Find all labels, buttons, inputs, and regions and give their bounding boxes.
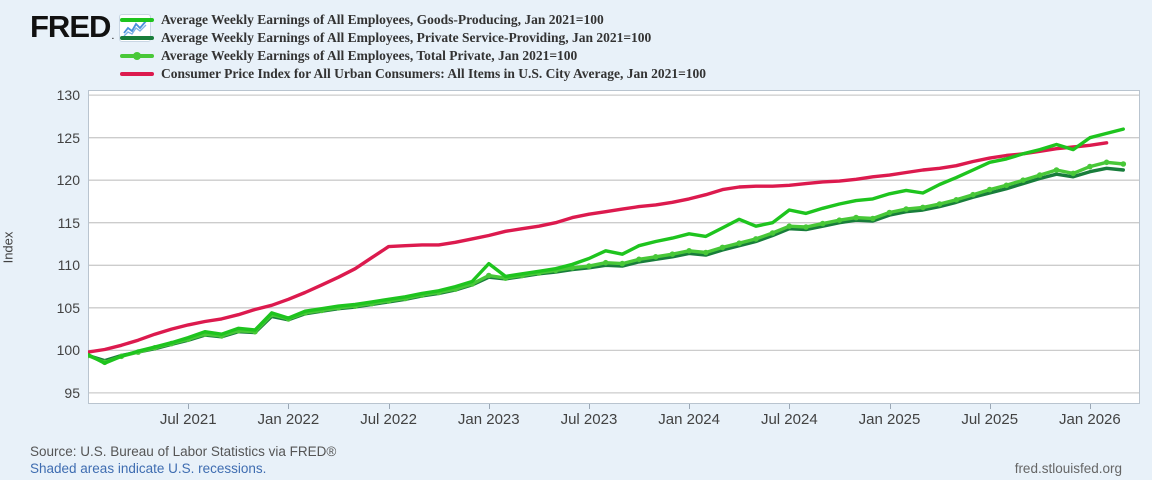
series-marker bbox=[819, 220, 826, 227]
series-marker bbox=[903, 206, 909, 212]
legend-label: Average Weekly Earnings of All Employees… bbox=[161, 30, 652, 45]
series-marker bbox=[1037, 172, 1043, 178]
y-tick-label-125: 125 bbox=[56, 129, 80, 146]
recession-note-link[interactable]: Shaded areas indicate U.S. recessions. bbox=[30, 461, 267, 476]
series-line-0[interactable] bbox=[88, 127, 1126, 365]
series-marker bbox=[636, 256, 642, 263]
series-marker bbox=[970, 191, 976, 198]
y-tick-label-115: 115 bbox=[57, 214, 80, 231]
series-marker bbox=[936, 201, 943, 207]
plot-area-background bbox=[88, 90, 1140, 404]
series-marker bbox=[870, 215, 876, 222]
y-tick-label-120: 120 bbox=[56, 172, 80, 189]
series-marker bbox=[703, 249, 709, 256]
x-tick-mark bbox=[789, 404, 791, 409]
y-tick-label-95: 95 bbox=[64, 384, 80, 401]
x-tick-label: Jul 2022 bbox=[360, 411, 417, 428]
legend-line-swatch bbox=[120, 18, 154, 22]
series-marker bbox=[986, 186, 993, 193]
x-tick-mark bbox=[1089, 404, 1091, 409]
series-marker bbox=[836, 217, 843, 223]
fred-logo-registered-mark: . bbox=[111, 30, 115, 42]
series-marker bbox=[586, 263, 592, 269]
legend-label: Average Weekly Earnings of All Employees… bbox=[161, 12, 604, 27]
series-marker bbox=[886, 209, 893, 216]
series-marker bbox=[853, 214, 859, 221]
x-tick-mark bbox=[188, 404, 190, 409]
series-marker bbox=[1087, 163, 1093, 170]
legend-item-cpi[interactable]: Consumer Price Index for All Urban Consu… bbox=[120, 65, 706, 83]
x-tick-mark bbox=[488, 404, 490, 409]
source-note: Source: U.S. Bureau of Labor Statistics … bbox=[30, 444, 337, 459]
series-marker bbox=[652, 254, 659, 260]
series-marker bbox=[953, 197, 960, 203]
legend-line-with-dot-swatch bbox=[120, 52, 154, 60]
series-marker bbox=[753, 236, 759, 242]
series-marker bbox=[602, 259, 609, 266]
y-tick-label-100: 100 bbox=[56, 342, 80, 359]
chart-canvas[interactable] bbox=[88, 90, 1140, 404]
x-tick-mark bbox=[288, 404, 290, 409]
series-marker bbox=[736, 240, 742, 246]
x-tick-label: Jul 2024 bbox=[760, 411, 818, 428]
y-tick-label-110: 110 bbox=[57, 257, 80, 274]
series-marker bbox=[1053, 167, 1060, 173]
series-marker bbox=[1120, 161, 1127, 167]
y-tick-label-130: 130 bbox=[56, 87, 80, 104]
legend-item-total-private[interactable]: Average Weekly Earnings of All Employees… bbox=[120, 47, 706, 65]
series-marker bbox=[1020, 177, 1026, 183]
legend-label: Consumer Price Index for All Urban Consu… bbox=[161, 66, 707, 81]
x-tick-label: Jan 2024 bbox=[658, 411, 720, 428]
x-tick-label: Jul 2021 bbox=[159, 411, 217, 428]
x-tick-mark bbox=[588, 404, 590, 409]
legend-label: Average Weekly Earnings of All Employees… bbox=[161, 48, 578, 63]
legend-item-private-service-providing[interactable]: Average Weekly Earnings of All Employees… bbox=[120, 29, 706, 47]
y-tick-label-105: 105 bbox=[56, 299, 80, 316]
x-tick-mark bbox=[889, 404, 891, 409]
y-axis-title: Index bbox=[0, 231, 16, 264]
series-marker bbox=[619, 260, 626, 267]
series-marker bbox=[486, 272, 492, 279]
series-line-3[interactable] bbox=[88, 141, 1109, 354]
chart-legend: Average Weekly Earnings of All Employees… bbox=[120, 11, 706, 83]
x-tick-mark bbox=[989, 404, 991, 409]
series-marker bbox=[769, 230, 776, 236]
x-tick-mark bbox=[388, 404, 390, 409]
x-tick-mark bbox=[689, 404, 691, 409]
legend-line-swatch bbox=[120, 36, 154, 40]
fred-site-link[interactable]: fred.stlouisfed.org bbox=[1014, 461, 1122, 476]
series-marker bbox=[920, 204, 926, 211]
x-tick-label: Jan 2025 bbox=[858, 411, 921, 428]
x-tick-label: Jul 2025 bbox=[961, 411, 1019, 428]
x-tick-label: Jul 2023 bbox=[560, 411, 618, 428]
series-marker bbox=[669, 251, 676, 257]
x-tick-label: Jan 2026 bbox=[1059, 411, 1121, 428]
series-marker bbox=[686, 248, 692, 254]
legend-item-goods-producing[interactable]: Average Weekly Earnings of All Employees… bbox=[120, 11, 706, 29]
series-marker bbox=[803, 224, 809, 230]
fred-logo-text: FRED bbox=[30, 9, 111, 44]
series-marker bbox=[1070, 170, 1076, 177]
x-tick-label: Jan 2022 bbox=[257, 411, 320, 428]
x-tick-label: Jan 2023 bbox=[457, 411, 520, 428]
plot-border bbox=[88, 90, 1140, 404]
series-marker bbox=[1103, 159, 1110, 166]
series-marker bbox=[719, 244, 726, 251]
series-marker bbox=[1003, 182, 1010, 189]
series-marker bbox=[786, 223, 793, 229]
legend-line-swatch bbox=[120, 72, 154, 76]
